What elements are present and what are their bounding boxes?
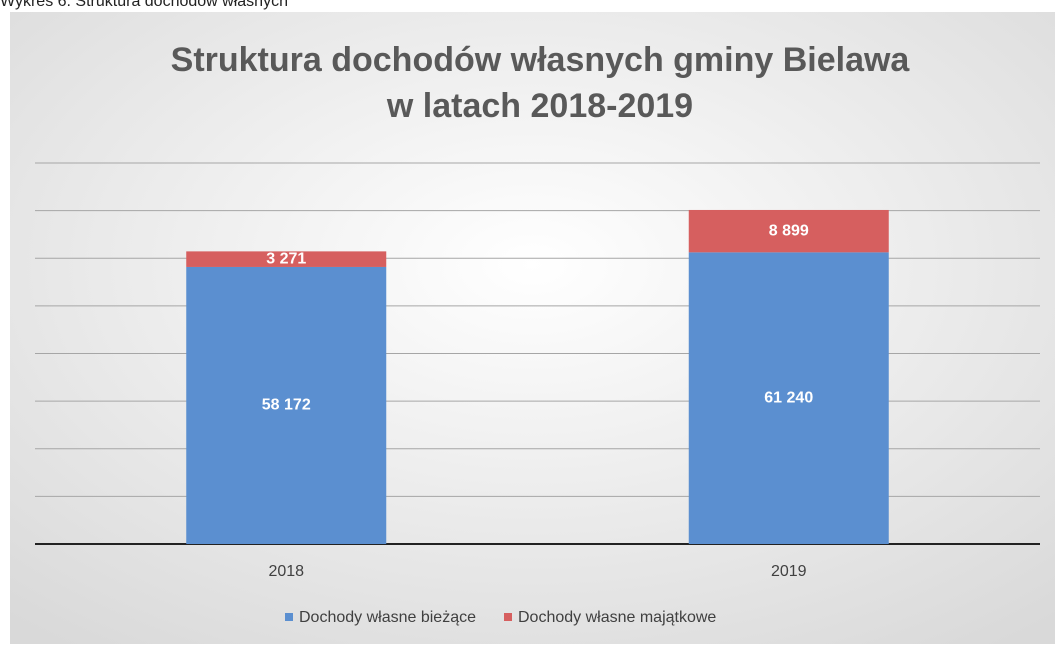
legend-label: Dochody własne majątkowe bbox=[518, 609, 716, 626]
data-label: 58 172 bbox=[262, 397, 311, 414]
bar-segment bbox=[186, 251, 387, 267]
bar-segment bbox=[688, 209, 889, 253]
legend-swatch bbox=[285, 613, 293, 621]
x-tick-label: 2018 bbox=[268, 563, 304, 580]
data-label: 8 899 bbox=[769, 222, 809, 239]
bar-segment bbox=[688, 252, 889, 545]
data-label: 3 271 bbox=[266, 250, 306, 267]
caption: Wykres 6. Struktura dochodów własnych bbox=[0, 0, 288, 10]
chart-title: Struktura dochodów własnych gminy Bielaw… bbox=[171, 41, 911, 79]
bar-segment bbox=[186, 266, 387, 544]
chart-title: w latach 2018-2019 bbox=[386, 87, 693, 125]
legend-label: Dochody własne bieżące bbox=[299, 609, 476, 626]
x-tick-label: 2019 bbox=[771, 563, 807, 580]
legend-swatch bbox=[504, 613, 512, 621]
data-label: 61 240 bbox=[764, 389, 813, 406]
